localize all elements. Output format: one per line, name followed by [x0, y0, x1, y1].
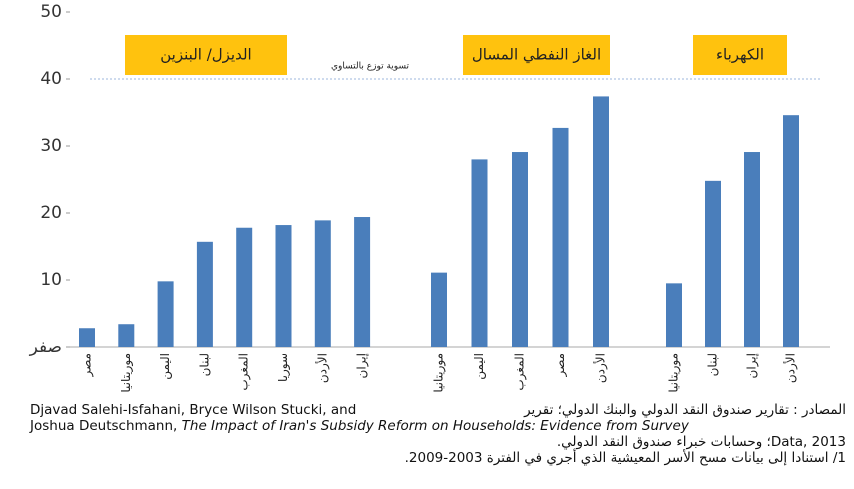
chart: صفر 10 20 30 40 50 تسوية توزع بالتساوي الديزل/ …	[29, 2, 830, 393]
bar	[471, 159, 488, 347]
bar	[118, 324, 135, 347]
bar	[431, 272, 447, 347]
bar	[705, 180, 721, 347]
source-row: Data, 2013؛ وحسابات خبراء صندوق النقد ال…	[556, 434, 846, 450]
x-tick-label: إيران	[355, 353, 370, 378]
reference-label: تسوية توزع بالتساوي	[331, 62, 409, 72]
y-tick-label: صفر	[29, 337, 62, 357]
x-tick-label: موريتانيا	[432, 353, 447, 393]
bar	[314, 220, 331, 347]
y-tick-label: 30	[40, 136, 62, 156]
group-label-box	[693, 35, 787, 75]
y-tick-label: 10	[40, 270, 62, 290]
x-tick-label: لبنان	[197, 353, 211, 376]
x-tick-label: موريتانيا	[119, 353, 134, 393]
bar	[744, 152, 760, 347]
x-tick-label: المغرب	[237, 353, 252, 391]
group-label-box	[463, 35, 610, 75]
y-tick-label: 20	[40, 203, 62, 223]
bar	[196, 241, 213, 347]
x-tick-label: اليمن	[472, 353, 487, 380]
x-tick-label: إيران	[745, 353, 760, 378]
source-row: Joshua Deutschmann, The Impact of Iran's…	[0, 418, 850, 434]
bar	[354, 217, 371, 347]
bar	[783, 115, 799, 348]
x-tick-label: الأردن	[593, 353, 609, 383]
bar	[236, 227, 253, 347]
source-row: Djavad Salehi-Isfahani, Bryce Wilson Stu…	[0, 402, 850, 418]
source-notes: Djavad Salehi-Isfahani, Bryce Wilson Stu…	[0, 402, 850, 466]
x-tick-label: الأردن	[783, 353, 799, 383]
bar	[666, 283, 682, 347]
group-label: الكهرباء	[716, 46, 764, 64]
bar	[157, 281, 174, 347]
bar	[552, 127, 569, 347]
note: 1/ استنادا إلى بيانات مسح الأسر المعيشية…	[404, 450, 846, 466]
source-ar: المصادر : تقارير صندوق النقد الدولي والب…	[524, 402, 846, 418]
bar	[79, 328, 95, 347]
y-tick-label: 50	[40, 2, 62, 22]
group-label-box	[125, 35, 287, 75]
x-tick-label: اليمن	[158, 353, 173, 380]
x-tick-label: سوريا	[276, 353, 291, 382]
source-en: Joshua Deutschmann,	[30, 418, 182, 434]
bar	[512, 152, 528, 347]
x-tick-label: مصر	[80, 353, 95, 377]
x-tick-label: الأردن	[314, 353, 330, 383]
y-tick-label: 40	[40, 69, 62, 89]
bar	[593, 96, 609, 347]
x-tick-label: مصر	[553, 353, 568, 377]
source-title: The Impact of Iran's Subsidy Reform on H…	[181, 418, 689, 434]
group-label: الديزل/ البنزين	[160, 46, 251, 64]
x-tick-label: المغرب	[513, 353, 528, 391]
source-en: Djavad Salehi-Isfahani, Bryce Wilson Stu…	[30, 402, 357, 418]
x-tick-label: موريتانيا	[667, 353, 682, 393]
x-tick-label: لبنان	[706, 353, 720, 376]
group-label: الغاز النفطي المسال	[472, 46, 601, 65]
bar	[275, 225, 292, 347]
